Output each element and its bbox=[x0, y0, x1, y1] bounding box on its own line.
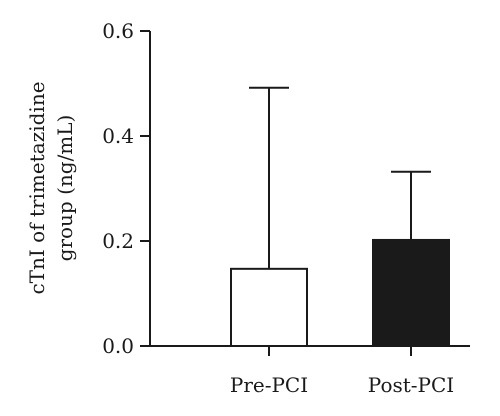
bar-pre-pci bbox=[230, 267, 308, 348]
plot-area: 0.0 0.2 0.4 0.6 Pre-PCI Post-PCI bbox=[102, 19, 470, 397]
bar-post-pci bbox=[372, 238, 450, 347]
y-tick-label: 0.6 bbox=[102, 19, 134, 43]
x-tick-label: Pre-PCI bbox=[230, 373, 308, 397]
y-tick-label: 0.4 bbox=[102, 124, 134, 148]
y-tick-label: 0.2 bbox=[102, 229, 134, 253]
x-tick-label: Post-PCI bbox=[368, 373, 454, 397]
y-axis-title-line2: group (ng/mL) bbox=[53, 115, 77, 262]
y-axis-title-line1: cTnI of trimetazidine bbox=[25, 81, 49, 294]
y-tick-label: 0.0 bbox=[102, 334, 134, 358]
y-axis-title: cTnI of trimetazidine group (ng/mL) bbox=[25, 81, 77, 294]
